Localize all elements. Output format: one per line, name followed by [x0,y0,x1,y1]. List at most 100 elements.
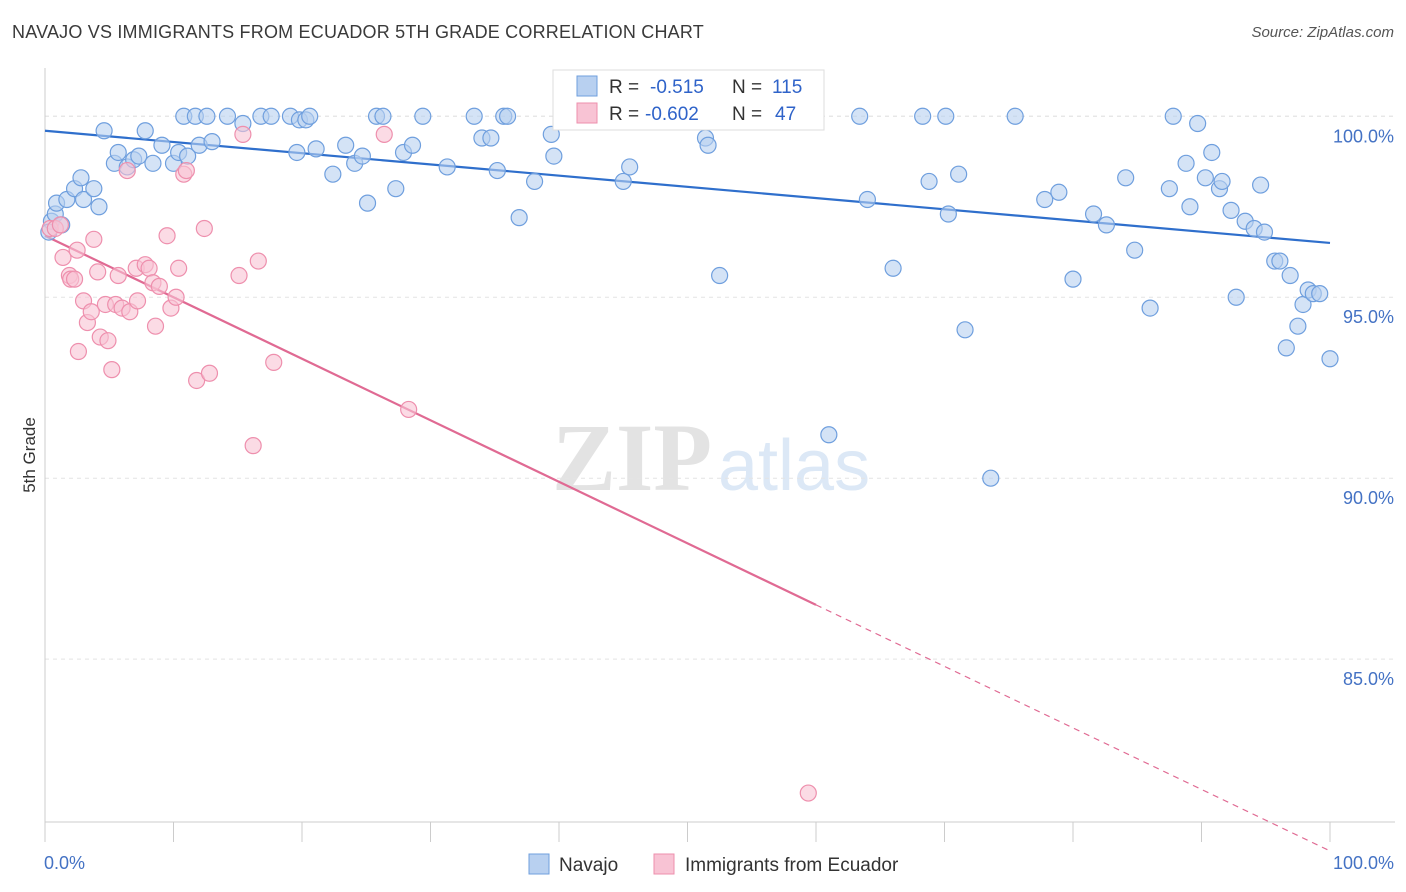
y-tick-label: 85.0% [1343,669,1394,689]
ecuador-point [68,241,86,259]
navajo-point [699,136,717,154]
navajo-point [95,122,113,140]
watermark-atlas: atlas [718,426,870,506]
navajo-point [488,161,506,180]
navajo-point [858,190,877,209]
y-tick-labels: 85.0% 90.0% 95.0% 100.0% [1333,126,1394,689]
navajo-point [1189,114,1207,133]
legend-swatch-ecuador [653,853,675,875]
navajo-point [1160,180,1178,198]
watermark: ZIP atlas [552,404,870,511]
stats-r-value-navajo: -0.515 [650,77,704,98]
navajo-point [387,180,405,198]
ecuador-point [54,248,72,267]
ecuador-point [103,361,121,379]
navajo-point [1181,198,1199,216]
chart-title: NAVAJO VS IMMIGRANTS FROM ECUADOR 5TH GR… [12,22,704,42]
navajo-point [1252,176,1270,194]
ecuador-point [188,371,206,390]
navajo-point [403,136,422,154]
navajo-point [851,107,869,125]
navajo-point [465,107,483,125]
ecuador-point [150,277,168,295]
ecuador-point [244,437,262,455]
legend-swatch-navajo [528,853,550,875]
navajo-point [1203,143,1221,162]
navajo-point [1117,169,1135,187]
x-tick-labels: 0.0% 100.0% [44,853,1394,873]
y-tick-label: 95.0% [1343,307,1394,327]
ecuador-point [170,259,188,277]
stats-swatch-ecuador [576,102,598,124]
navajo-point [324,165,342,183]
stats-n-label-ecuador: N = [732,104,762,125]
navajo-point [1196,169,1214,187]
navajo-point [1036,190,1054,209]
navajo-point [1213,172,1231,191]
navajo-point [1084,205,1103,223]
ecuador-point [118,161,136,180]
x-tick-label-min: 0.0% [44,853,85,873]
watermark-zip: ZIP [552,404,712,511]
navajo-point [374,107,392,125]
navajo-point [711,266,729,285]
ecuador-point [799,784,817,802]
navajo-point [136,122,154,140]
navajo-point [144,154,162,172]
navajo-trend-line [44,129,1331,245]
ecuador-point [140,259,158,277]
stats-n-value-ecuador: 47 [775,104,796,125]
navajo-point [1177,154,1195,172]
navajo-point [1050,183,1068,201]
navajo-point [337,136,355,154]
stats-r-label-ecuador: R = [609,104,639,125]
navajo-point [510,209,528,227]
navajo-point [525,172,544,191]
legend-label-navajo: Navajo [559,855,618,876]
source-credit: Source: ZipAtlas.com [1251,24,1394,41]
navajo-point [1277,339,1295,357]
stats-r-value-ecuador: -0.602 [645,104,699,125]
y-tick-label: 100.0% [1333,126,1394,146]
ecuador-point [195,219,213,238]
ecuador-point [234,125,252,143]
navajo-point [1006,107,1024,125]
stats-box-frame [552,69,825,131]
ecuador-point [65,270,84,288]
data-points [40,107,1339,802]
navajo-point [90,198,108,216]
y-tick-label: 90.0% [1343,488,1394,508]
ecuador-point [85,230,103,248]
navajo-point [1141,299,1159,317]
x-tick-label-max: 100.0% [1333,853,1394,873]
navajo-point [353,147,371,165]
navajo-point [1289,317,1307,335]
ecuador-point [99,332,117,350]
navajo-point [1222,201,1240,219]
navajo-point [153,136,171,154]
navajo-point [109,143,127,162]
navajo-point [1311,285,1329,303]
stats-n-value-navajo: 115 [772,77,802,98]
navajo-point [414,107,432,125]
ecuador-point [249,252,267,270]
navajo-point [982,469,1000,487]
navajo-point [939,205,957,223]
stats-legend: R = -0.515 N = 115 R = -0.602 N = 47 [552,69,825,131]
ecuador-point [82,303,100,321]
navajo-point [1126,241,1144,259]
navajo-point [74,190,93,209]
navajo-point [301,107,319,125]
ecuador-point [265,353,283,371]
navajo-point [499,107,517,125]
navajo-point [85,180,103,198]
navajo-point [914,107,932,125]
ecuador-point [128,292,147,310]
navajo-point [621,158,639,176]
navajo-point [218,107,237,125]
ecuador-point [230,266,248,285]
navajo-point [1321,350,1339,368]
navajo-point [1064,270,1082,288]
navajo-point [1097,216,1116,234]
navajo-point [545,147,563,165]
